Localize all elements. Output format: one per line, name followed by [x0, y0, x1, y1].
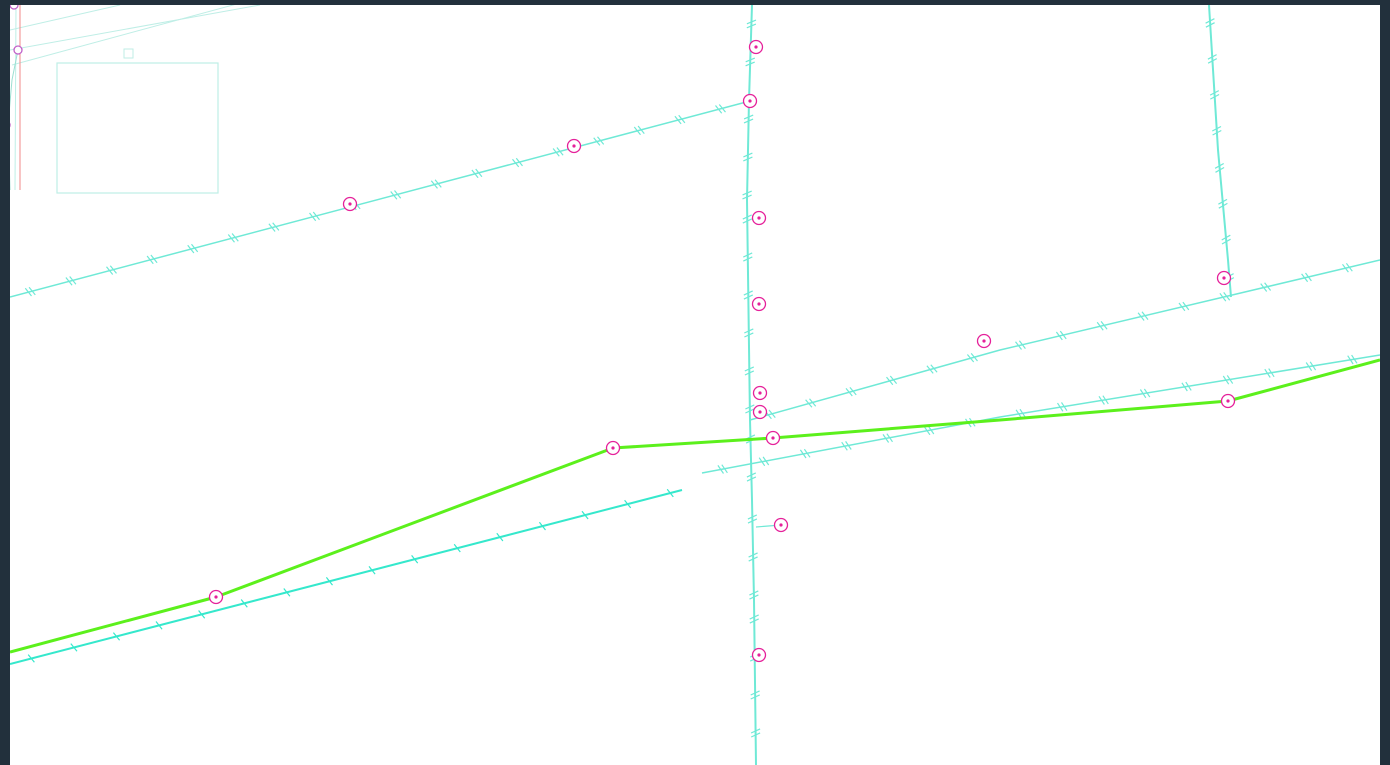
- overview-line: [10, 5, 121, 31]
- node-marker[interactable]: [342, 196, 358, 212]
- node-marker[interactable]: [1216, 270, 1232, 286]
- node-marker[interactable]: [752, 385, 768, 401]
- overview-building: [123, 48, 134, 59]
- node-marker[interactable]: [566, 138, 582, 154]
- node-marker[interactable]: [751, 296, 767, 312]
- overview-minimap[interactable]: [10, 5, 372, 195]
- node-marker-layer: [208, 39, 1236, 663]
- route-line-layer: [10, 358, 1380, 654]
- node-marker[interactable]: [751, 647, 767, 663]
- circle-icon: [10, 5, 19, 10]
- node-marker[interactable]: [976, 333, 992, 349]
- overview-line: [14, 5, 17, 191]
- hedge-line-east-lower: [701, 354, 1380, 474]
- node-marker[interactable]: [773, 517, 789, 533]
- node-marker[interactable]: [208, 589, 224, 605]
- circle-icon: [13, 45, 23, 55]
- map-svg[interactable]: [10, 5, 1380, 765]
- route-line: [10, 358, 1380, 654]
- map-canvas[interactable]: [10, 5, 1380, 765]
- node-marker[interactable]: [742, 93, 758, 109]
- overview-line-layer: [10, 5, 261, 194]
- node-marker[interactable]: [748, 39, 764, 55]
- overview-path: [10, 49, 19, 190]
- node-marker[interactable]: [1220, 393, 1236, 409]
- node-marker[interactable]: [765, 430, 781, 446]
- node-marker[interactable]: [751, 210, 767, 226]
- hedge-line-southwest: [10, 488, 683, 665]
- hedge-line-layer: [10, 5, 1380, 765]
- overview-parcel: [56, 62, 219, 194]
- overview-node-layer: [10, 5, 23, 128]
- node-marker[interactable]: [752, 404, 768, 420]
- node-marker[interactable]: [605, 440, 621, 456]
- overview-svg: [10, 5, 261, 194]
- hedge-line-east-vertical: [1205, 5, 1235, 298]
- overview-line: [10, 5, 261, 51]
- hedge-line-east-upper: [749, 259, 1380, 421]
- overview-line: [11, 5, 235, 66]
